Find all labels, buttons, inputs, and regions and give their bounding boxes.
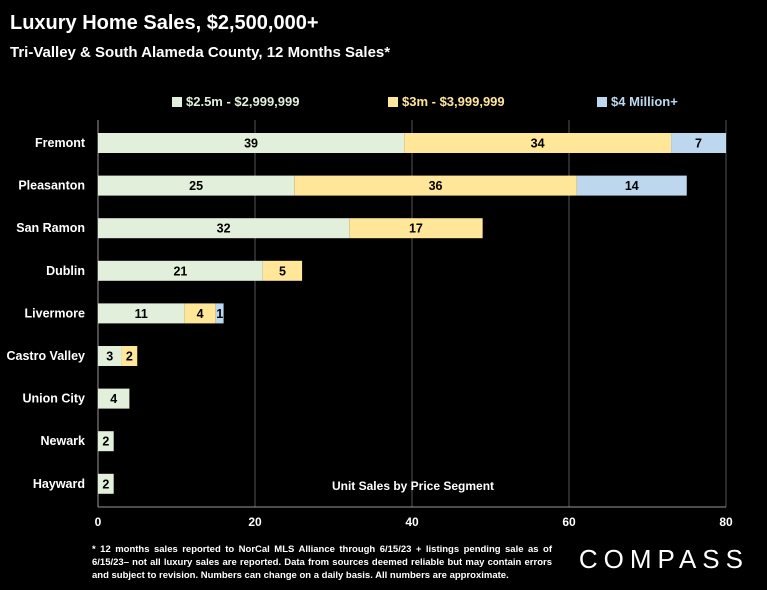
bar-segment: [98, 431, 114, 452]
legend-item: $2.5m - $2,999,999: [172, 94, 299, 109]
category-label: Pleasanton: [18, 179, 85, 193]
x-tick-label: 80: [719, 515, 733, 529]
category-label: Livermore: [25, 306, 85, 320]
x-tick-label: 60: [562, 515, 576, 529]
data-label: 3: [106, 350, 113, 364]
category-label: Castro Valley: [6, 349, 85, 363]
chart-subtitle: Tri-Valley & South Alameda County, 12 Mo…: [10, 44, 391, 61]
bar-segment: [262, 260, 303, 281]
legend-swatch: [597, 96, 607, 107]
bar-segment: [121, 346, 138, 366]
chart-title: Luxury Home Sales, $2,500,000+: [10, 12, 319, 34]
legend-label: $3m - $3,999,999: [402, 94, 505, 109]
data-label: 4: [197, 307, 204, 321]
x-tick-label: 0: [95, 515, 102, 529]
bar-segment: [98, 218, 350, 239]
legend-swatch: [172, 96, 182, 107]
x-tick-label: 20: [248, 515, 262, 529]
data-label: 1: [216, 307, 223, 321]
bar-segment: [98, 260, 263, 281]
data-label: 14: [625, 179, 639, 193]
data-label: 17: [409, 222, 423, 236]
data-label: 25: [189, 179, 203, 193]
data-label: 4: [110, 392, 117, 406]
bar-segment: [98, 473, 114, 494]
bar-segment: [576, 175, 687, 196]
legend-item: $4 Million+: [597, 94, 678, 109]
bar-segment: [98, 175, 295, 196]
category-label: Dublin: [46, 264, 85, 278]
legend-item: $3m - $3,999,999: [388, 94, 505, 109]
data-label: 2: [126, 350, 133, 364]
footnote: * 12 months sales reported to NorCal MLS…: [92, 544, 552, 581]
bar-segment: [98, 346, 122, 366]
category-label: Union City: [23, 392, 86, 406]
bar-segment: [98, 303, 185, 324]
x-tick-label: 40: [405, 515, 419, 529]
data-label: 11: [135, 307, 148, 321]
bar-segment: [215, 303, 224, 324]
data-label: 2: [102, 435, 109, 449]
data-label: 32: [217, 222, 231, 236]
data-label: 34: [531, 137, 545, 151]
legend-swatch: [388, 96, 398, 107]
bar-segment: [184, 303, 216, 324]
category-label: San Ramon: [16, 221, 85, 235]
data-label: 36: [429, 179, 443, 193]
bar-segment: [98, 133, 405, 153]
data-label: 5: [279, 264, 286, 278]
legend-label: $4 Million+: [611, 94, 678, 109]
data-label: 21: [173, 264, 187, 278]
category-label: Hayward: [33, 477, 85, 491]
chart-annotation: Unit Sales by Price Segment: [332, 479, 494, 493]
bar-segment: [671, 133, 726, 153]
bar-segment: [98, 388, 130, 409]
data-label: 7: [695, 137, 702, 151]
bar-segment: [294, 175, 577, 196]
bar-segment: [404, 133, 672, 153]
data-label: 39: [244, 137, 258, 151]
compass-logo: COMPASS: [578, 544, 749, 574]
legend-label: $2.5m - $2,999,999: [186, 94, 300, 109]
data-label: 2: [102, 477, 109, 491]
category-label: Fremont: [35, 136, 86, 150]
category-label: Newark: [41, 434, 86, 448]
bar-segment: [349, 218, 483, 239]
